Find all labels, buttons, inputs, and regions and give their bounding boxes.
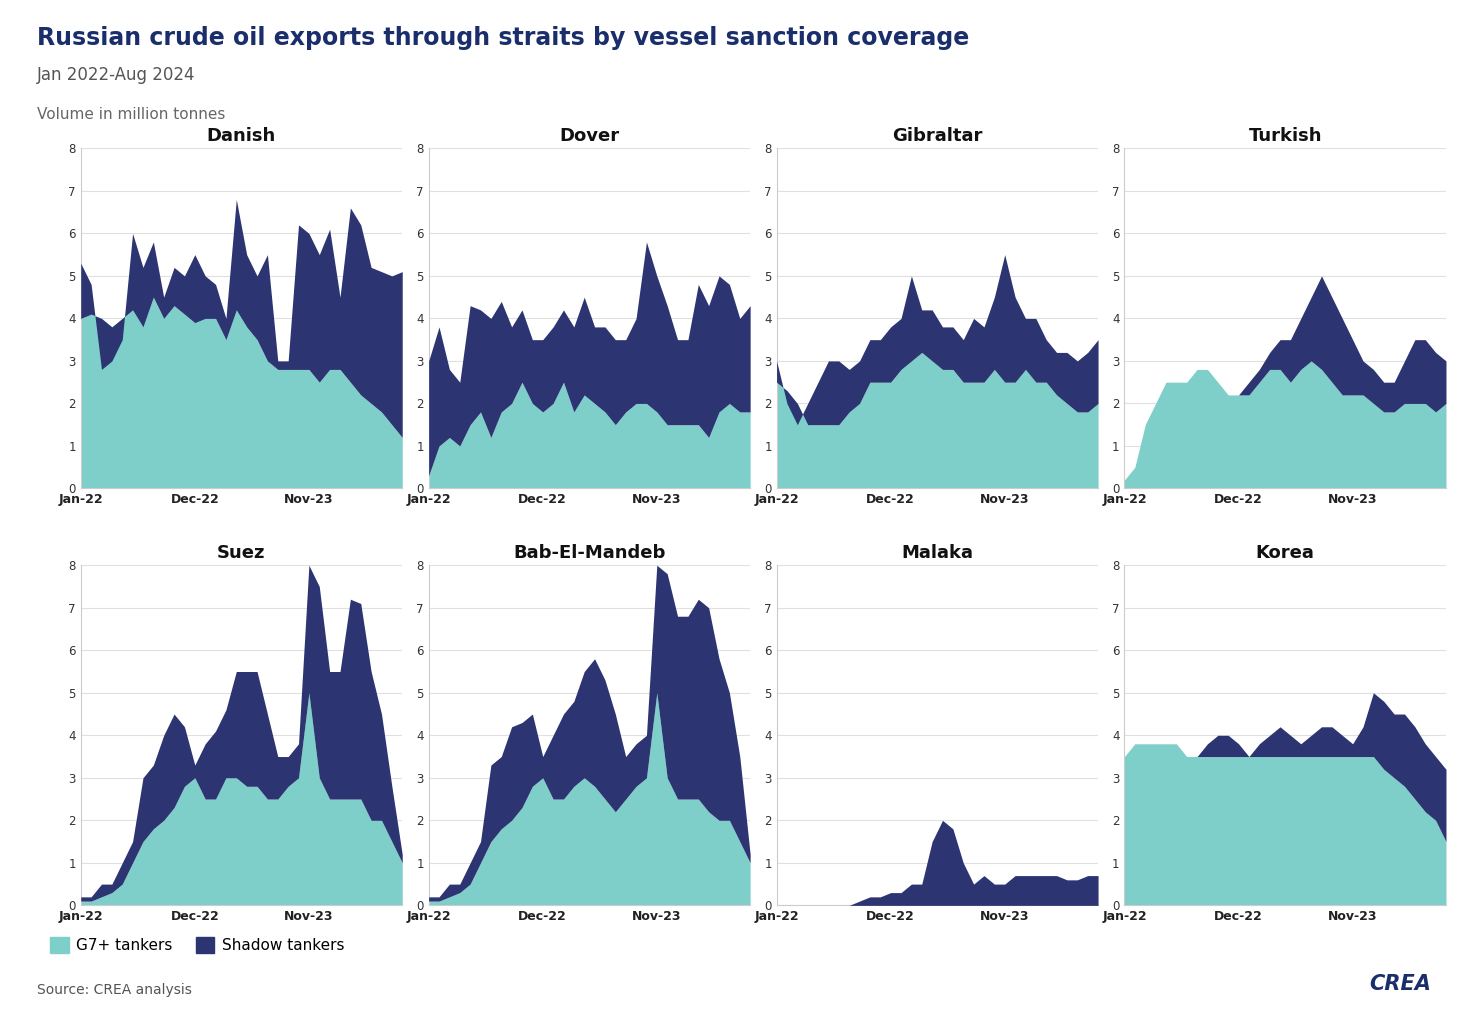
Title: Turkish: Turkish [1248,128,1323,145]
Title: Danish: Danish [207,128,276,145]
Title: Bab-El-Mandeb: Bab-El-Mandeb [514,544,665,563]
Title: Gibraltar: Gibraltar [893,128,982,145]
Title: Malaka: Malaka [901,544,973,563]
Text: CREA: CREA [1370,974,1431,994]
Text: Source: CREA analysis: Source: CREA analysis [37,983,192,997]
Legend: G7+ tankers, Shadow tankers: G7+ tankers, Shadow tankers [44,931,351,960]
Text: Jan 2022-Aug 2024: Jan 2022-Aug 2024 [37,66,195,85]
Title: Suez: Suez [217,544,266,563]
Text: Russian crude oil exports through straits by vessel sanction coverage: Russian crude oil exports through strait… [37,26,969,49]
Text: Volume in million tonnes: Volume in million tonnes [37,107,225,123]
Title: Korea: Korea [1255,544,1315,563]
Title: Dover: Dover [559,128,619,145]
